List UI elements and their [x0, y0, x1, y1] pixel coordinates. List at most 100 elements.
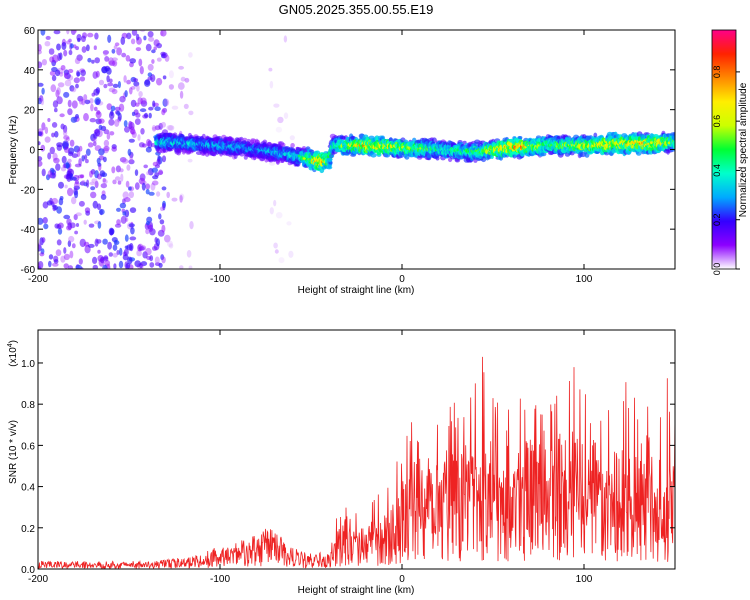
heatmap-cell-549	[141, 182, 146, 191]
heatmap-cell-374	[111, 146, 117, 152]
heatmap-cell-439	[102, 238, 108, 245]
heatmap-cell-555	[145, 221, 150, 226]
heatmap-cell-285	[96, 157, 101, 165]
heatmap-cell-490	[148, 36, 155, 42]
heatmap-cell-533	[129, 154, 133, 163]
heatmap-cell-499	[38, 61, 43, 69]
heatmap-cell-12	[86, 44, 90, 52]
spectrogram-y-tick-label-6: -60	[21, 265, 36, 276]
heatmap-cell-341	[103, 145, 110, 152]
heatmap-cell-375	[83, 241, 90, 247]
heatmap-cell-99	[51, 197, 58, 205]
heatmap-cell-230	[95, 70, 100, 78]
heatmap-cell-207	[43, 223, 49, 230]
heatmap-cell-545	[38, 131, 43, 137]
heatmap-cell-547	[151, 167, 158, 173]
heatmap-cell-522	[51, 132, 55, 138]
heatmap-cell-336	[89, 181, 95, 186]
heatmap-cell-2	[41, 87, 45, 95]
heatmap-cell-423	[83, 219, 87, 225]
heatmap-cell-577	[167, 240, 173, 248]
heatmap-cell-245	[145, 228, 150, 235]
heatmap-cell-274	[135, 47, 142, 52]
heatmap-cell-146	[59, 196, 64, 201]
heatmap-cell-82	[118, 260, 124, 269]
heatmap-cell-453	[94, 238, 99, 247]
heatmap-cell-513	[139, 108, 147, 113]
heatmap-cell-446	[48, 254, 54, 260]
heatmap-cell-198	[98, 79, 105, 86]
heatmap-cell-505	[100, 183, 108, 189]
heatmap-cell-231	[103, 256, 109, 262]
heatmap-cell-259	[67, 151, 74, 157]
heatmap-cell-388	[103, 156, 107, 163]
heatmap-cell-424	[129, 243, 134, 252]
heatmap-cell-525	[108, 78, 113, 84]
heatmap-cell-239	[136, 84, 140, 92]
heatmap-cell-396	[106, 133, 111, 140]
heatmap-cell-422	[127, 186, 132, 191]
heatmap-cell-574	[164, 234, 171, 243]
heatmap-cell-117	[108, 57, 114, 65]
heatmap-cell-509	[40, 144, 46, 152]
heatmap-cell-355	[102, 50, 109, 55]
heatmap-cell-377	[112, 244, 118, 251]
heatmap-cell-281	[74, 190, 79, 199]
heatmap-cell-502	[146, 138, 151, 147]
heatmap-cell-4038	[593, 132, 598, 138]
heatmap-cell-580	[179, 193, 185, 201]
heatmap-cell-127	[128, 191, 134, 199]
heatmap-cell-302	[61, 42, 67, 50]
heatmap-cell-253	[38, 156, 43, 162]
heatmap-cell-54	[138, 58, 143, 67]
heatmap-cell-516	[107, 241, 112, 250]
spectrogram-y-tick-label-2: 20	[24, 106, 36, 117]
heatmap-cell-542	[98, 148, 105, 156]
heatmap-cell-220	[46, 174, 50, 181]
heatmap-cell-430	[103, 139, 110, 147]
heatmap-cell-586	[184, 77, 190, 83]
heatmap-cell-459	[130, 227, 135, 235]
heatmap-cell-303	[64, 72, 71, 80]
heatmap-cell-134	[119, 95, 126, 103]
heatmap-cell-385	[91, 92, 96, 97]
heatmap-cell-602	[286, 221, 292, 226]
heatmap-cell-109	[69, 85, 75, 92]
heatmap-cell-537	[48, 260, 52, 268]
heatmap-cell-52	[102, 178, 107, 183]
heatmap-cell-379	[76, 54, 83, 61]
heatmap-cell-277	[38, 141, 41, 146]
heatmap-cell-339	[49, 70, 56, 76]
heatmap-cell-330	[48, 48, 55, 55]
heatmap-cell-449	[67, 68, 74, 74]
heatmap-cell-382	[73, 77, 80, 84]
heatmap-cell-165	[65, 137, 70, 142]
heatmap-cell-411	[135, 102, 140, 107]
heatmap-cell-412	[79, 76, 86, 82]
heatmap-cell-254	[137, 97, 143, 105]
heatmap-cell-651	[156, 147, 163, 154]
heatmap-cell-601	[189, 221, 194, 230]
heatmap-cell-540	[125, 180, 130, 188]
heatmap-cell-595	[177, 82, 185, 90]
heatmap-cell-442	[140, 245, 147, 251]
heatmap-cell-461	[38, 266, 41, 269]
heatmap-cell-276	[49, 172, 56, 179]
heatmap-cell-552	[63, 214, 71, 220]
heatmap-cell-219	[38, 44, 42, 52]
heatmap-cell-494	[53, 205, 58, 211]
heatmap-cell-343	[128, 223, 135, 228]
heatmap-cell-514	[103, 50, 108, 56]
heatmap-cell-570	[149, 255, 154, 262]
heatmap-cell-444	[85, 159, 89, 164]
heatmap-cell-329	[130, 86, 136, 90]
heatmap-cell-590	[179, 195, 183, 203]
heatmap-cell-357	[145, 146, 152, 153]
heatmap-cell-64	[108, 60, 116, 66]
heatmap-cell-466	[63, 135, 70, 141]
heatmap-cell-218	[55, 89, 60, 98]
heatmap-cell-593	[168, 243, 174, 249]
heatmap-cell-167	[150, 182, 156, 191]
heatmap-cell-229	[40, 30, 46, 36]
